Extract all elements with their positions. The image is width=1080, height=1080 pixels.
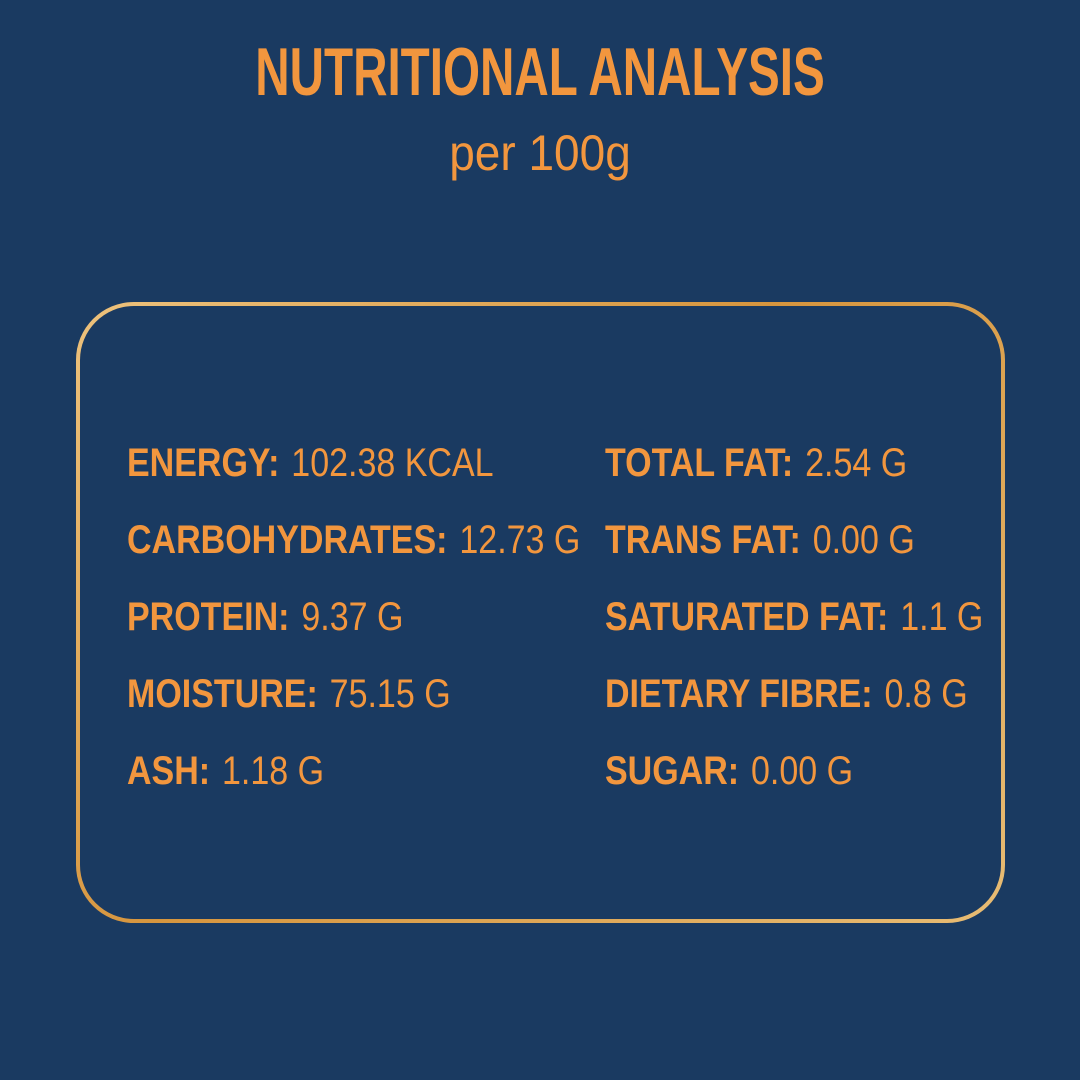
- page-subtitle: per 100g: [449, 125, 631, 181]
- nutrition-row-saturated-fat: SATURATED FAT: 1.1 G: [605, 595, 984, 639]
- nutrition-label: DIETARY FIBRE:: [605, 672, 873, 716]
- nutrition-value: 0.00 G: [812, 518, 915, 562]
- nutrition-row-trans-fat: TRANS FAT: 0.00 G: [605, 518, 983, 562]
- nutrition-value: 2.54 G: [805, 441, 908, 485]
- nutrition-panel-frame: ENERGY: 102.38 KCAL CARBOHYDRATES: 12.73…: [76, 302, 1005, 923]
- nutrition-label: ENERGY:: [127, 441, 280, 485]
- nutrition-value: 75.15 G: [329, 672, 451, 716]
- nutrition-label: CARBOHYDRATES:: [127, 518, 448, 562]
- nutrition-row-dietary-fibre: DIETARY FIBRE: 0.8 G: [605, 672, 983, 716]
- nutrition-label: SUGAR:: [605, 749, 740, 793]
- nutrition-label: TRANS FAT:: [605, 518, 801, 562]
- nutrition-row-carbohydrates: CARBOHYDRATES: 12.73 G: [127, 518, 581, 562]
- header: NUTRITIONAL ANALYSIS per 100g: [0, 38, 1080, 178]
- nutrition-label: PROTEIN:: [127, 595, 290, 639]
- nutrition-row-energy: ENERGY: 102.38 KCAL: [127, 441, 580, 485]
- nutrition-row-protein: PROTEIN: 9.37 G: [127, 595, 580, 639]
- page-title: NUTRITIONAL ANALYSIS: [255, 34, 825, 110]
- nutrition-label: SATURATED FAT:: [605, 595, 889, 639]
- nutrition-label: ASH:: [127, 749, 211, 793]
- nutrition-row-ash: ASH: 1.18 G: [127, 749, 580, 793]
- nutrition-row-moisture: MOISTURE: 75.15 G: [127, 672, 580, 716]
- nutrition-row-sugar: SUGAR: 0.00 G: [605, 749, 983, 793]
- nutrition-value: 9.37 G: [301, 595, 404, 639]
- nutrition-value: 12.73 G: [459, 518, 581, 562]
- nutrition-panel: ENERGY: 102.38 KCAL CARBOHYDRATES: 12.73…: [80, 306, 1001, 919]
- nutrition-value: 1.18 G: [222, 749, 325, 793]
- nutrition-column-left: ENERGY: 102.38 KCAL CARBOHYDRATES: 12.73…: [127, 441, 660, 793]
- nutrition-column-right: TOTAL FAT: 2.54 G TRANS FAT: 0.00 G SATU…: [605, 441, 1050, 793]
- nutrition-value: 1.1 G: [900, 595, 984, 639]
- nutrition-value: 0.8 G: [884, 672, 968, 716]
- nutrition-row-total-fat: TOTAL FAT: 2.54 G: [605, 441, 983, 485]
- nutrition-value: 0.00 G: [751, 749, 854, 793]
- nutrition-label: TOTAL FAT:: [605, 441, 794, 485]
- nutrition-label: MOISTURE:: [127, 672, 318, 716]
- nutrition-value: 102.38 KCAL: [291, 441, 494, 485]
